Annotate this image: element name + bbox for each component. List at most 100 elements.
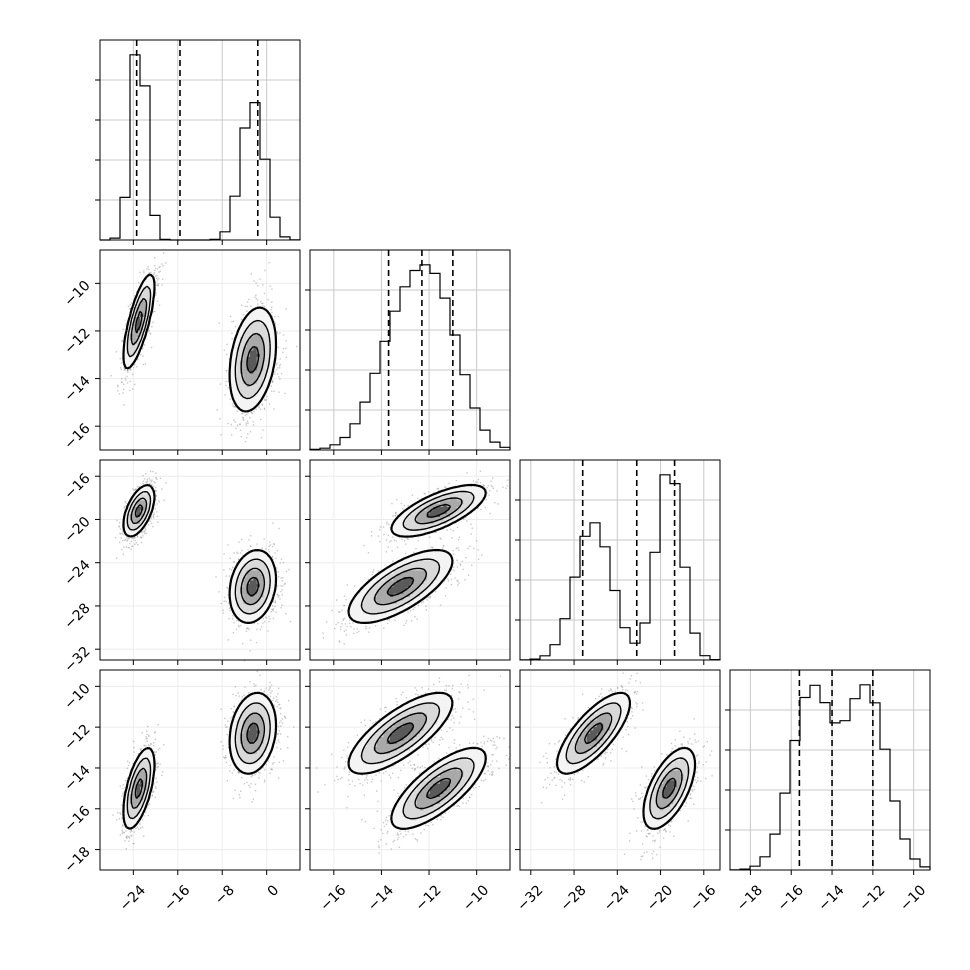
scatter-point bbox=[154, 489, 156, 492]
scatter-point bbox=[247, 422, 249, 424]
scatter-point bbox=[127, 537, 130, 539]
density-cell bbox=[250, 350, 254, 354]
density-cell bbox=[250, 313, 254, 317]
scatter-point bbox=[143, 530, 145, 533]
scatter-point bbox=[155, 294, 157, 296]
density-cell bbox=[236, 353, 241, 357]
density-cell bbox=[230, 366, 234, 371]
scatter-point bbox=[122, 328, 124, 330]
density-cell bbox=[246, 343, 251, 347]
scatter-point bbox=[234, 421, 236, 423]
density-cell bbox=[253, 553, 257, 557]
scatter-point bbox=[242, 417, 245, 419]
density-cell bbox=[250, 326, 254, 331]
density-cell bbox=[146, 276, 151, 281]
scatter-point bbox=[116, 519, 118, 522]
scatter-point bbox=[134, 537, 136, 539]
density-cell bbox=[253, 570, 257, 574]
density-cell bbox=[146, 283, 151, 287]
scatter-point bbox=[123, 368, 126, 370]
scatter-point bbox=[136, 535, 139, 537]
scatter-point bbox=[140, 537, 143, 539]
density-cell bbox=[236, 583, 241, 587]
scatter-point bbox=[153, 272, 155, 274]
scatter-point bbox=[282, 351, 284, 354]
density-cell bbox=[233, 353, 237, 357]
density-cell bbox=[253, 396, 257, 401]
density-cell bbox=[266, 343, 271, 347]
scatter-point bbox=[479, 481, 482, 484]
scatter-point bbox=[486, 487, 488, 489]
scatter-point bbox=[285, 613, 287, 615]
scatter-point bbox=[133, 537, 135, 539]
scatter-point bbox=[155, 275, 157, 277]
scatter-point bbox=[136, 366, 138, 368]
contour-level-1 bbox=[126, 285, 271, 400]
scatter-point bbox=[269, 617, 271, 620]
density-cell bbox=[246, 563, 251, 567]
density-cell bbox=[126, 326, 131, 331]
density-cell bbox=[246, 556, 251, 561]
density-cell bbox=[263, 343, 267, 347]
scatter-point bbox=[251, 308, 253, 310]
density-cell bbox=[143, 306, 147, 311]
density-cell bbox=[150, 290, 154, 294]
density-cell bbox=[253, 353, 257, 357]
scatter-point bbox=[271, 311, 273, 314]
density-cell bbox=[126, 350, 131, 354]
density-cell bbox=[253, 606, 257, 611]
panel-frame bbox=[99, 39, 301, 241]
density-cell bbox=[246, 573, 251, 577]
scatter-point bbox=[262, 622, 264, 624]
density-cell bbox=[243, 390, 247, 394]
density-cell bbox=[256, 386, 261, 391]
histogram-0 bbox=[100, 54, 301, 241]
scatter-point bbox=[280, 585, 282, 587]
density-cell bbox=[243, 383, 247, 387]
scatter-point bbox=[125, 535, 128, 537]
scatter-point bbox=[129, 380, 131, 383]
scatter-point bbox=[242, 416, 244, 419]
density-cell bbox=[270, 590, 274, 594]
ytick-label-2-2: −24 bbox=[61, 557, 93, 589]
scatter-point bbox=[268, 620, 270, 623]
scatter-point bbox=[227, 422, 229, 425]
scatter-point bbox=[218, 322, 220, 324]
density-cell bbox=[260, 600, 264, 604]
scatter-point bbox=[235, 628, 238, 631]
density-cell bbox=[233, 390, 237, 394]
density-cell bbox=[140, 320, 144, 324]
scatter-point bbox=[248, 539, 250, 541]
density-cell bbox=[236, 590, 241, 594]
scatter-point bbox=[239, 423, 241, 425]
scatter-point bbox=[131, 545, 134, 548]
scatter-point bbox=[148, 330, 150, 332]
scatter-point bbox=[476, 481, 479, 483]
scatter-point bbox=[146, 482, 148, 484]
density-cell bbox=[253, 580, 257, 584]
density-cell bbox=[130, 323, 134, 327]
scatter-point bbox=[144, 363, 147, 365]
scatter-point bbox=[233, 419, 235, 421]
scatter-point bbox=[244, 414, 247, 416]
scatter-point bbox=[404, 543, 407, 545]
density-cell bbox=[256, 340, 261, 344]
scatter-point bbox=[265, 548, 267, 550]
scatter-point bbox=[236, 551, 238, 554]
scatter-point bbox=[272, 605, 274, 607]
scatter-point bbox=[163, 252, 165, 254]
scatter-point bbox=[156, 503, 158, 505]
scatter-point bbox=[223, 349, 226, 351]
scatter-point bbox=[238, 541, 240, 543]
density-cell bbox=[250, 590, 254, 594]
density-cell bbox=[256, 560, 261, 564]
scatter-point bbox=[296, 345, 298, 348]
scatter-point bbox=[157, 283, 160, 285]
density-cell bbox=[246, 376, 251, 381]
scatter-point bbox=[274, 322, 277, 325]
scatter-point bbox=[264, 620, 266, 623]
density-cell bbox=[250, 356, 254, 361]
density-cell bbox=[266, 320, 271, 324]
scatter-point bbox=[253, 280, 255, 282]
density-cell bbox=[243, 353, 247, 357]
